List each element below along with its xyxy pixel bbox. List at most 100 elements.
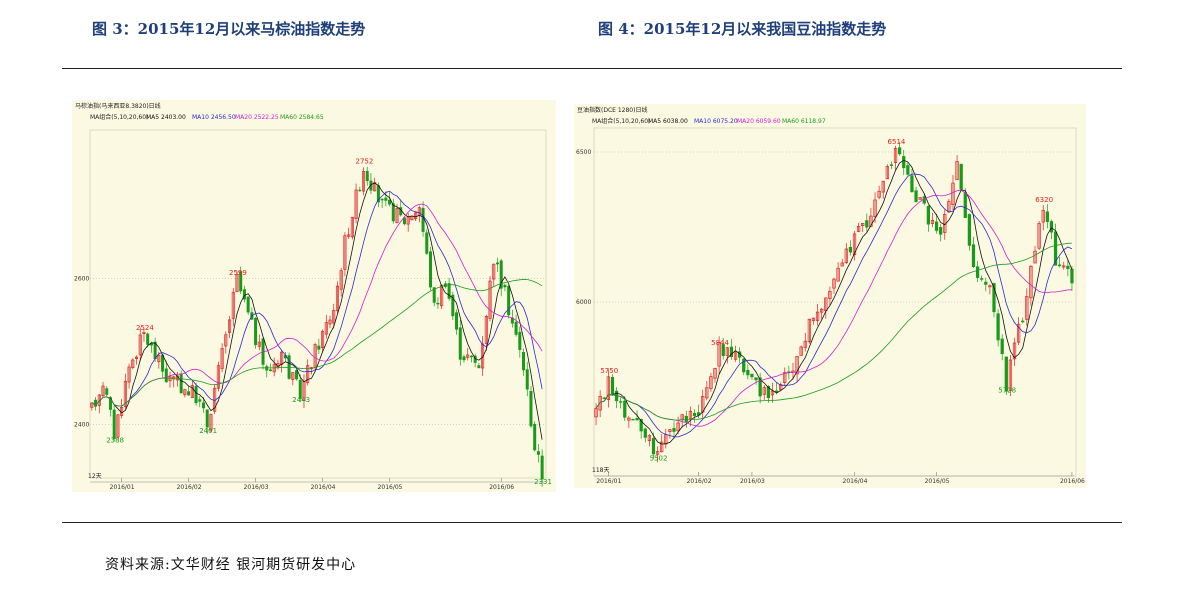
candle-body xyxy=(877,190,881,198)
candle-body xyxy=(836,267,840,282)
candle-body xyxy=(606,376,610,400)
candle-body xyxy=(391,203,395,222)
candle-body xyxy=(754,377,758,381)
candle-body xyxy=(906,165,910,175)
candle-body xyxy=(992,283,996,313)
candle-body xyxy=(869,215,873,227)
candle-body xyxy=(746,369,750,376)
price-annotation: 5502 xyxy=(650,454,668,462)
price-annotation: 6320 xyxy=(1035,196,1053,204)
candle-body xyxy=(815,311,820,321)
candle-body xyxy=(332,309,336,324)
candle-body xyxy=(889,164,894,166)
candle-body xyxy=(1041,209,1045,223)
candle-body xyxy=(235,274,239,293)
candle-body xyxy=(402,217,406,225)
candle-body xyxy=(873,199,877,217)
candle-body xyxy=(298,379,302,399)
candle-body xyxy=(257,341,261,347)
candle-body xyxy=(672,428,676,432)
candle-body xyxy=(536,451,540,455)
candle-body xyxy=(242,289,246,300)
candle-body xyxy=(306,365,310,383)
candle-body xyxy=(161,354,165,372)
candle-body xyxy=(598,395,602,411)
candle-body xyxy=(807,318,812,343)
candle-body xyxy=(347,234,351,237)
candle-body xyxy=(432,287,436,303)
candle-body xyxy=(713,368,717,379)
candle-body xyxy=(774,390,779,393)
candle-body xyxy=(365,170,369,181)
legend-ma5: MA5 2403.00 xyxy=(146,114,186,121)
soybean-oil-chart: 豆油指数(DCE 1280)日线 MA组合(5,10,20,60) MA5 6038… xyxy=(574,104,1086,488)
candle-body xyxy=(373,182,377,192)
candle-body xyxy=(384,197,388,201)
x-tick-label: 2016/01 xyxy=(110,484,135,491)
candle-body xyxy=(729,346,734,357)
x-tick-label: 2016/01 xyxy=(596,478,621,485)
candle-body xyxy=(709,376,713,389)
chart-title: 豆油指数(DCE 1280)日线 xyxy=(577,106,647,114)
ma5-line xyxy=(91,182,543,440)
candle-body xyxy=(142,332,146,334)
candle-body xyxy=(627,417,631,421)
candle-body xyxy=(668,429,672,432)
candle-body xyxy=(127,366,131,383)
candle-body xyxy=(90,402,94,408)
candle-body xyxy=(996,313,1000,341)
candle-body xyxy=(639,419,643,432)
candle-body xyxy=(116,414,120,438)
candle-body xyxy=(455,312,459,330)
candle-body xyxy=(1049,221,1054,233)
candle-body xyxy=(647,435,652,442)
candle-body xyxy=(228,319,232,333)
candle-body xyxy=(840,262,844,267)
candle-body xyxy=(105,388,109,395)
candle-body xyxy=(216,365,220,389)
candle-body xyxy=(1025,296,1029,320)
candle-body xyxy=(324,322,328,335)
legend-ma20: MA20 2522.25 xyxy=(235,114,279,121)
candle-body xyxy=(183,389,187,396)
candle-body xyxy=(766,386,770,399)
candle-body xyxy=(811,317,816,321)
legend-prefix: MA组合(5,10,20,60) xyxy=(90,113,148,121)
price-annotation: 2524 xyxy=(136,324,154,332)
candle-body xyxy=(721,344,725,356)
price-annotation: 2401 xyxy=(199,427,217,435)
candle-body xyxy=(1008,359,1013,391)
candle-body xyxy=(149,343,153,346)
price-annotation: 2331 xyxy=(534,478,552,486)
candle-body xyxy=(660,441,664,453)
candle-body xyxy=(861,223,865,226)
candle-body xyxy=(1021,320,1025,323)
candle-body xyxy=(135,356,139,359)
price-annotation: 2599 xyxy=(229,269,247,277)
price-annotation: 5844 xyxy=(711,339,729,347)
candle-body xyxy=(1033,250,1037,264)
candle-body xyxy=(926,205,930,225)
ma10-line xyxy=(595,173,1073,438)
candle-body xyxy=(676,422,680,432)
x-tick-label: 2016/04 xyxy=(311,484,336,491)
candle-body xyxy=(108,397,112,410)
candle-body xyxy=(594,408,598,418)
candle-body xyxy=(224,334,228,347)
candle-body xyxy=(321,330,325,349)
x-tick-label: 2016/02 xyxy=(687,478,712,485)
candle-body xyxy=(742,358,746,373)
candle-body xyxy=(201,402,206,409)
candle-body xyxy=(164,368,168,383)
candle-body xyxy=(414,212,418,220)
candle-body xyxy=(533,423,537,451)
candle-body xyxy=(94,399,98,407)
candle-body xyxy=(643,428,647,438)
candle-body xyxy=(477,365,481,369)
candle-body xyxy=(388,199,392,205)
candle-body xyxy=(1004,356,1008,392)
candle-body xyxy=(291,372,295,380)
legend-ma10: MA10 6075.20 xyxy=(694,118,738,125)
price-annotation: 2752 xyxy=(356,157,374,165)
price-annotation: 2388 xyxy=(106,436,124,444)
